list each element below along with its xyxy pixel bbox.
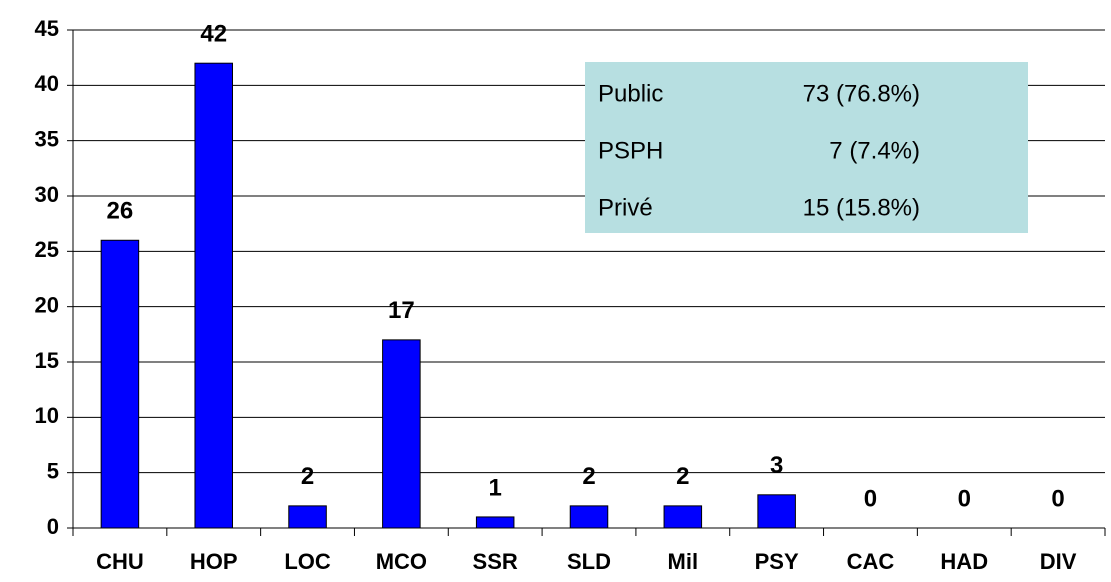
x-tick-label: CHU (96, 549, 144, 574)
value-label: 0 (1051, 485, 1064, 512)
table-value: 7 (7.4%) (829, 137, 920, 164)
x-tick-label: DIV (1040, 549, 1077, 574)
bar (757, 494, 796, 529)
table-label: PSPH (598, 137, 663, 164)
x-tick-label: PSY (755, 549, 799, 574)
value-label: 3 (770, 452, 783, 479)
bar (288, 505, 327, 529)
value-label: 0 (958, 485, 971, 512)
x-tick-label: SSR (473, 549, 518, 574)
y-tick-label: 45 (35, 16, 59, 41)
value-label: 42 (200, 21, 227, 48)
bar (663, 505, 703, 529)
y-tick-label: 30 (35, 182, 59, 207)
x-tick-label: HAD (940, 549, 988, 574)
table-label: Public (598, 80, 663, 107)
x-tick-label: Mil (668, 549, 699, 574)
table-label: Privé (598, 194, 653, 221)
x-tick-label: SLD (567, 549, 611, 574)
bar (569, 505, 609, 529)
y-tick-label: 40 (35, 71, 59, 96)
bar (382, 339, 421, 529)
bar (475, 516, 515, 529)
value-label: 17 (388, 297, 415, 324)
bar (194, 62, 233, 529)
y-tick-label: 5 (47, 458, 59, 483)
x-tick-label: CAC (847, 549, 895, 574)
bar (100, 239, 140, 529)
value-label: 2 (301, 463, 314, 490)
y-tick-label: 0 (47, 514, 59, 539)
info-box (585, 62, 1028, 233)
table-value: 15 (15.8%) (803, 194, 920, 221)
value-label: 0 (864, 485, 877, 512)
value-label: 26 (107, 198, 134, 225)
y-tick-label: 25 (35, 237, 59, 262)
y-tick-label: 15 (35, 348, 59, 373)
y-tick-label: 10 (35, 403, 59, 428)
x-tick-label: HOP (190, 549, 238, 574)
value-label: 2 (676, 463, 689, 490)
value-label: 1 (489, 474, 502, 501)
value-label: 2 (582, 463, 595, 490)
y-tick-label: 35 (35, 126, 59, 151)
table-value: 73 (76.8%) (803, 80, 920, 107)
x-tick-label: MCO (376, 549, 427, 574)
y-tick-label: 20 (35, 292, 59, 317)
x-tick-label: LOC (284, 549, 331, 574)
